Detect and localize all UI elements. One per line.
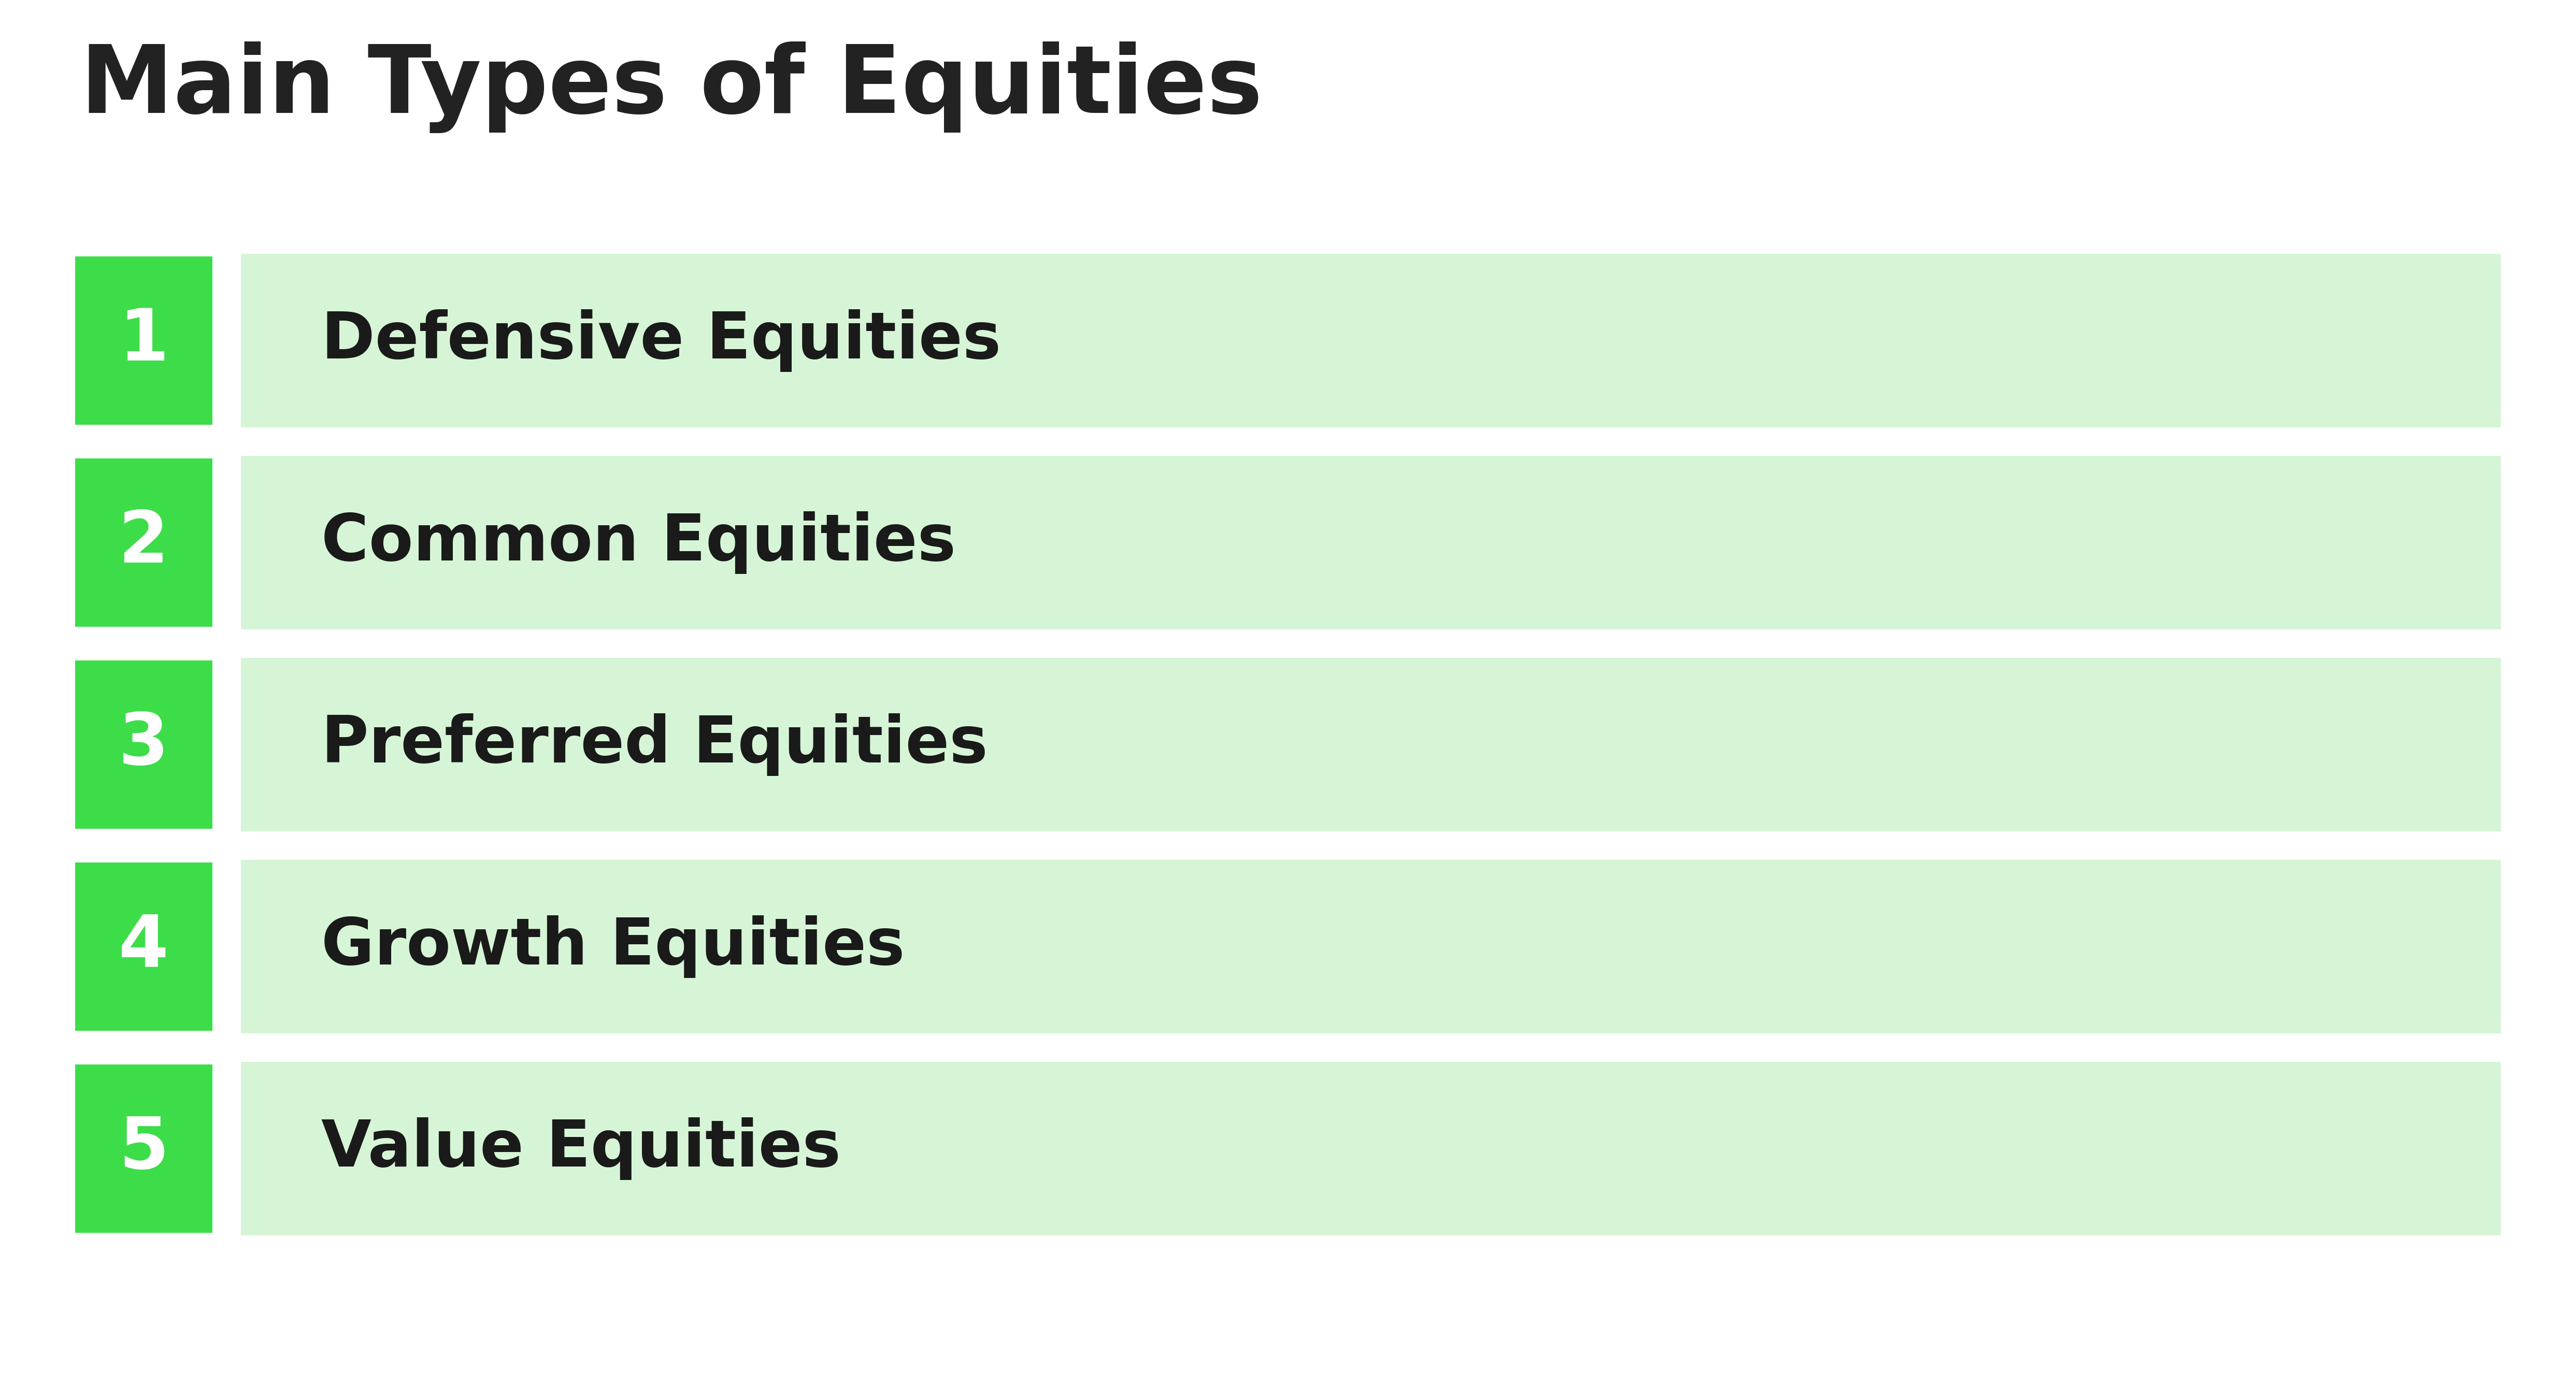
Text: Value Equities: Value Equities xyxy=(322,1117,840,1180)
FancyBboxPatch shape xyxy=(242,254,2501,427)
Text: Preferred Equities: Preferred Equities xyxy=(322,713,987,775)
Text: Defensive Equities: Defensive Equities xyxy=(322,310,1002,372)
Text: 4: 4 xyxy=(118,912,170,981)
FancyBboxPatch shape xyxy=(242,456,2501,629)
FancyBboxPatch shape xyxy=(75,862,211,1031)
Text: 2: 2 xyxy=(118,507,170,578)
FancyBboxPatch shape xyxy=(75,459,211,627)
FancyBboxPatch shape xyxy=(242,1061,2501,1236)
Text: 3: 3 xyxy=(118,709,170,779)
FancyBboxPatch shape xyxy=(242,860,2501,1034)
Text: 1: 1 xyxy=(118,305,170,376)
FancyBboxPatch shape xyxy=(242,658,2501,832)
Text: Common Equities: Common Equities xyxy=(322,511,956,574)
Text: Main Types of Equities: Main Types of Equities xyxy=(80,41,1262,133)
FancyBboxPatch shape xyxy=(75,1064,211,1233)
FancyBboxPatch shape xyxy=(75,257,211,424)
Text: 5: 5 xyxy=(118,1114,170,1183)
Text: Growth Equities: Growth Equities xyxy=(322,915,904,978)
FancyBboxPatch shape xyxy=(75,661,211,829)
